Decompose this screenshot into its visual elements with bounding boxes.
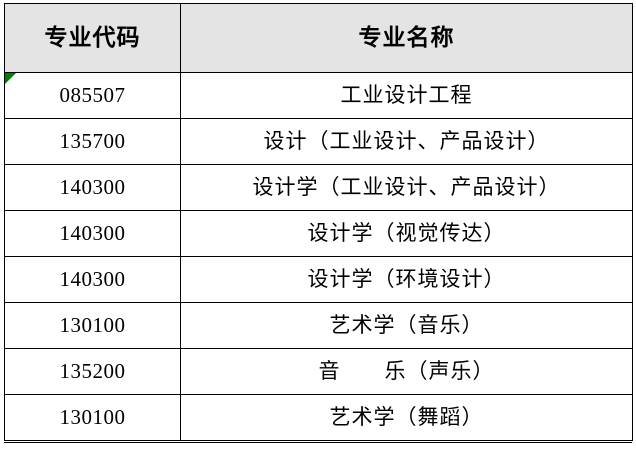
cell-major-name: 设计学（视觉传达） xyxy=(180,210,633,257)
table-row: 140300 设计学（工业设计、产品设计） xyxy=(4,164,633,211)
cell-major-name: 设计（工业设计、产品设计） xyxy=(180,118,633,165)
table-row: 130100 艺术学（音乐） xyxy=(4,302,633,349)
table-body: 085507 工业设计工程 135700 设计（工业设计、产品设计） 14030… xyxy=(4,72,633,441)
cell-major-code: 130100 xyxy=(4,302,181,349)
table-row: 135700 设计（工业设计、产品设计） xyxy=(4,118,633,165)
table-row: 140300 设计学（视觉传达） xyxy=(4,210,633,257)
cell-major-code: 140300 xyxy=(4,256,181,303)
table-header-row: 专业代码 专业名称 xyxy=(4,3,633,73)
cell-major-code: 140300 xyxy=(4,210,181,257)
error-indicator-icon xyxy=(5,73,16,84)
table-header: 专业代码 专业名称 xyxy=(4,3,633,73)
cell-major-name: 艺术学（舞蹈） xyxy=(180,394,633,441)
cell-major-name: 设计学（环境设计） xyxy=(180,256,633,303)
major-code-table: 专业代码 专业名称 085507 工业设计工程 135700 设计（工业设计、产… xyxy=(4,3,633,441)
table-bottom-edge xyxy=(4,442,632,443)
table-row: 140300 设计学（环境设计） xyxy=(4,256,633,303)
column-header-major-code: 专业代码 xyxy=(4,3,181,73)
table-row: 085507 工业设计工程 xyxy=(4,72,633,119)
table-row: 130100 艺术学（舞蹈） xyxy=(4,394,633,441)
cell-major-code: 085507 xyxy=(4,72,181,119)
cell-major-name: 音 乐（声乐） xyxy=(180,348,633,395)
major-code-text: 085507 xyxy=(59,82,126,107)
major-code-table-container: 专业代码 专业名称 085507 工业设计工程 135700 设计（工业设计、产… xyxy=(4,3,633,441)
cell-major-name: 艺术学（音乐） xyxy=(180,302,633,349)
table-row: 135200 音 乐（声乐） xyxy=(4,348,633,395)
cell-major-code: 135700 xyxy=(4,118,181,165)
column-header-major-name: 专业名称 xyxy=(180,3,633,73)
cell-major-code: 135200 xyxy=(4,348,181,395)
cell-major-name: 工业设计工程 xyxy=(180,72,633,119)
cell-major-name: 设计学（工业设计、产品设计） xyxy=(180,164,633,211)
cell-major-code: 130100 xyxy=(4,394,181,441)
cell-major-code: 140300 xyxy=(4,164,181,211)
